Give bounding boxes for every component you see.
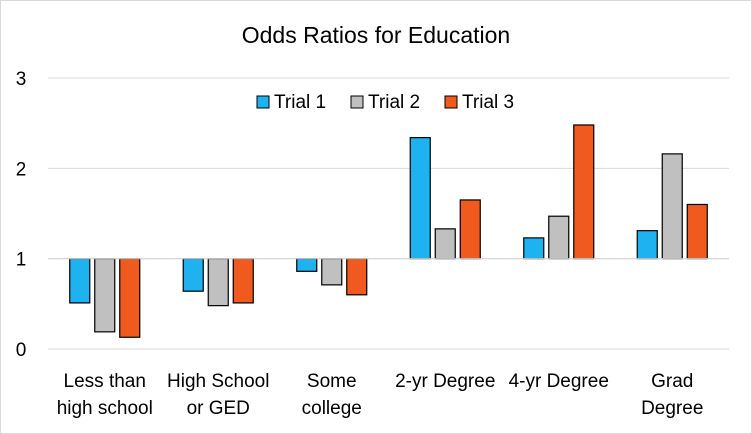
- x-category-label-line: high school: [57, 398, 153, 419]
- bar-trial-1: [523, 237, 545, 260]
- legend-swatch: [256, 95, 270, 109]
- bar-trial-3: [346, 258, 368, 296]
- y-axis-tick-labels: 0 1 2 3: [16, 69, 27, 361]
- legend-label: Trial 3: [462, 92, 514, 113]
- x-category-label: Less than high school: [57, 371, 153, 419]
- bar-trial-1: [636, 230, 658, 260]
- y-tick-label: 0: [16, 340, 27, 361]
- bar-trial-3: [459, 199, 481, 260]
- bar-trial-2: [548, 215, 570, 260]
- bar-trial-3: [686, 203, 708, 260]
- x-category-label-line: or GED: [187, 398, 250, 419]
- legend: Trial 1 Trial 2 Trial 3: [256, 92, 514, 113]
- x-category-label-line: 2-yr Degree: [395, 371, 495, 392]
- y-tick-label: 3: [16, 69, 27, 90]
- bar-trial-1: [182, 258, 204, 292]
- legend-label: Trial 2: [368, 92, 420, 113]
- x-category-label: 2-yr Degree: [395, 371, 495, 392]
- x-category-label-line: 4-yr Degree: [509, 371, 609, 392]
- bars: [69, 124, 708, 338]
- x-category-label-line: Grad: [651, 371, 693, 392]
- gridlines: [48, 77, 729, 350]
- x-category-label-line: college: [302, 398, 362, 419]
- y-tick-label: 1: [16, 250, 27, 271]
- x-category-label-line: Less than: [64, 371, 146, 392]
- bar-trial-2: [94, 258, 116, 333]
- bar-trial-2: [434, 228, 456, 260]
- chart-title: Odds Ratios for Education: [242, 22, 510, 48]
- legend-swatch: [444, 95, 458, 109]
- x-category-label: Grad Degree: [641, 371, 703, 419]
- bar-trial-3: [119, 258, 141, 338]
- bar-trial-2: [207, 258, 229, 307]
- bar-trial-1: [296, 258, 318, 272]
- x-category-label-line: Degree: [641, 398, 703, 419]
- bar-trial-1: [69, 258, 91, 304]
- x-category-label: Some college: [302, 371, 362, 419]
- bar-trial-1: [409, 137, 431, 260]
- bar-trial-3: [573, 124, 595, 260]
- x-category-label-line: High School: [167, 371, 269, 392]
- legend-swatch: [350, 95, 364, 109]
- legend-label: Trial 1: [274, 92, 326, 113]
- x-category-label: High School or GED: [167, 371, 269, 419]
- bar-trial-3: [232, 258, 254, 304]
- legend-item: Trial 2: [350, 92, 420, 113]
- y-tick-label: 2: [16, 159, 27, 180]
- bar-trial-2: [661, 153, 683, 260]
- legend-item: Trial 3: [444, 92, 514, 113]
- bar-trial-2: [321, 258, 343, 286]
- x-category-label: 4-yr Degree: [509, 371, 609, 392]
- x-axis-category-labels: Less than high school High School or GED Som…: [57, 371, 704, 419]
- x-category-label-line: Some: [307, 371, 357, 392]
- legend-item: Trial 1: [256, 92, 326, 113]
